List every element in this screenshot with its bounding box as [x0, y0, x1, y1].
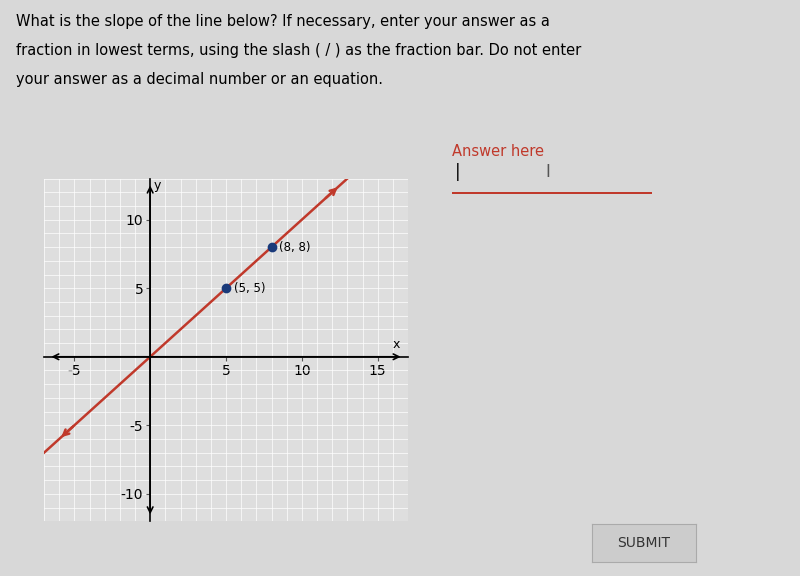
Text: (8, 8): (8, 8) [279, 241, 310, 253]
Text: x: x [392, 338, 399, 351]
Text: your answer as a decimal number or an equation.: your answer as a decimal number or an eq… [16, 72, 383, 87]
Text: What is the slope of the line below? If necessary, enter your answer as a: What is the slope of the line below? If … [16, 14, 550, 29]
Text: y: y [154, 179, 162, 192]
Text: |: | [454, 164, 460, 181]
Text: (5, 5): (5, 5) [234, 282, 265, 295]
Text: I: I [546, 164, 550, 181]
Text: SUBMIT: SUBMIT [618, 536, 670, 550]
Text: fraction in lowest terms, using the slash ( / ) as the fraction bar. Do not ente: fraction in lowest terms, using the slas… [16, 43, 582, 58]
Text: Answer here: Answer here [452, 144, 544, 159]
